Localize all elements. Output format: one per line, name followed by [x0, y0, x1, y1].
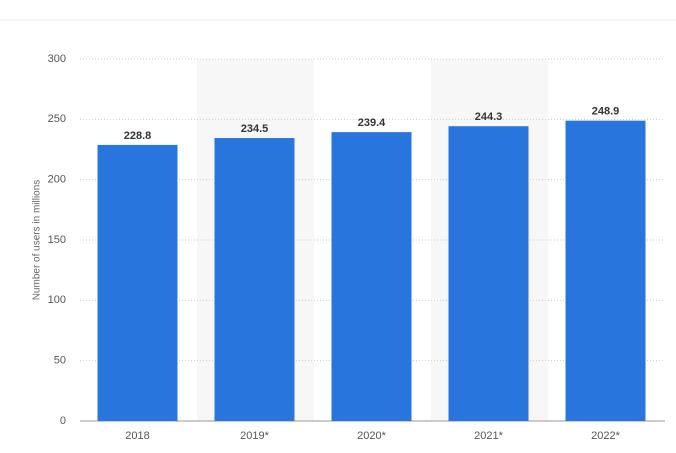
y-tick-label: 250	[48, 113, 66, 125]
x-tick-label: 2021*	[474, 430, 503, 442]
y-tick-label: 50	[54, 355, 66, 367]
x-tick-label: 2018	[125, 430, 149, 442]
value-label: 239.4	[358, 117, 386, 129]
x-tick-label: 2019*	[240, 430, 269, 442]
bar	[97, 144, 178, 421]
bar	[448, 126, 529, 421]
value-label: 228.8	[124, 130, 152, 142]
x-tick-label: 2020*	[357, 430, 386, 442]
y-tick-label: 150	[48, 234, 66, 246]
value-label: 244.3	[475, 111, 503, 123]
bar	[331, 132, 412, 421]
value-label: 234.5	[241, 123, 269, 135]
bar	[214, 138, 295, 421]
y-tick-label: 100	[48, 294, 66, 306]
bar	[565, 120, 646, 421]
x-tick-label: 2022*	[591, 430, 620, 442]
value-label: 248.9	[592, 106, 620, 118]
y-tick-label: 300	[48, 53, 66, 65]
y-tick-label: 0	[60, 415, 66, 427]
y-axis-label: Number of users in millions	[32, 180, 43, 301]
y-tick-label: 200	[48, 174, 66, 186]
